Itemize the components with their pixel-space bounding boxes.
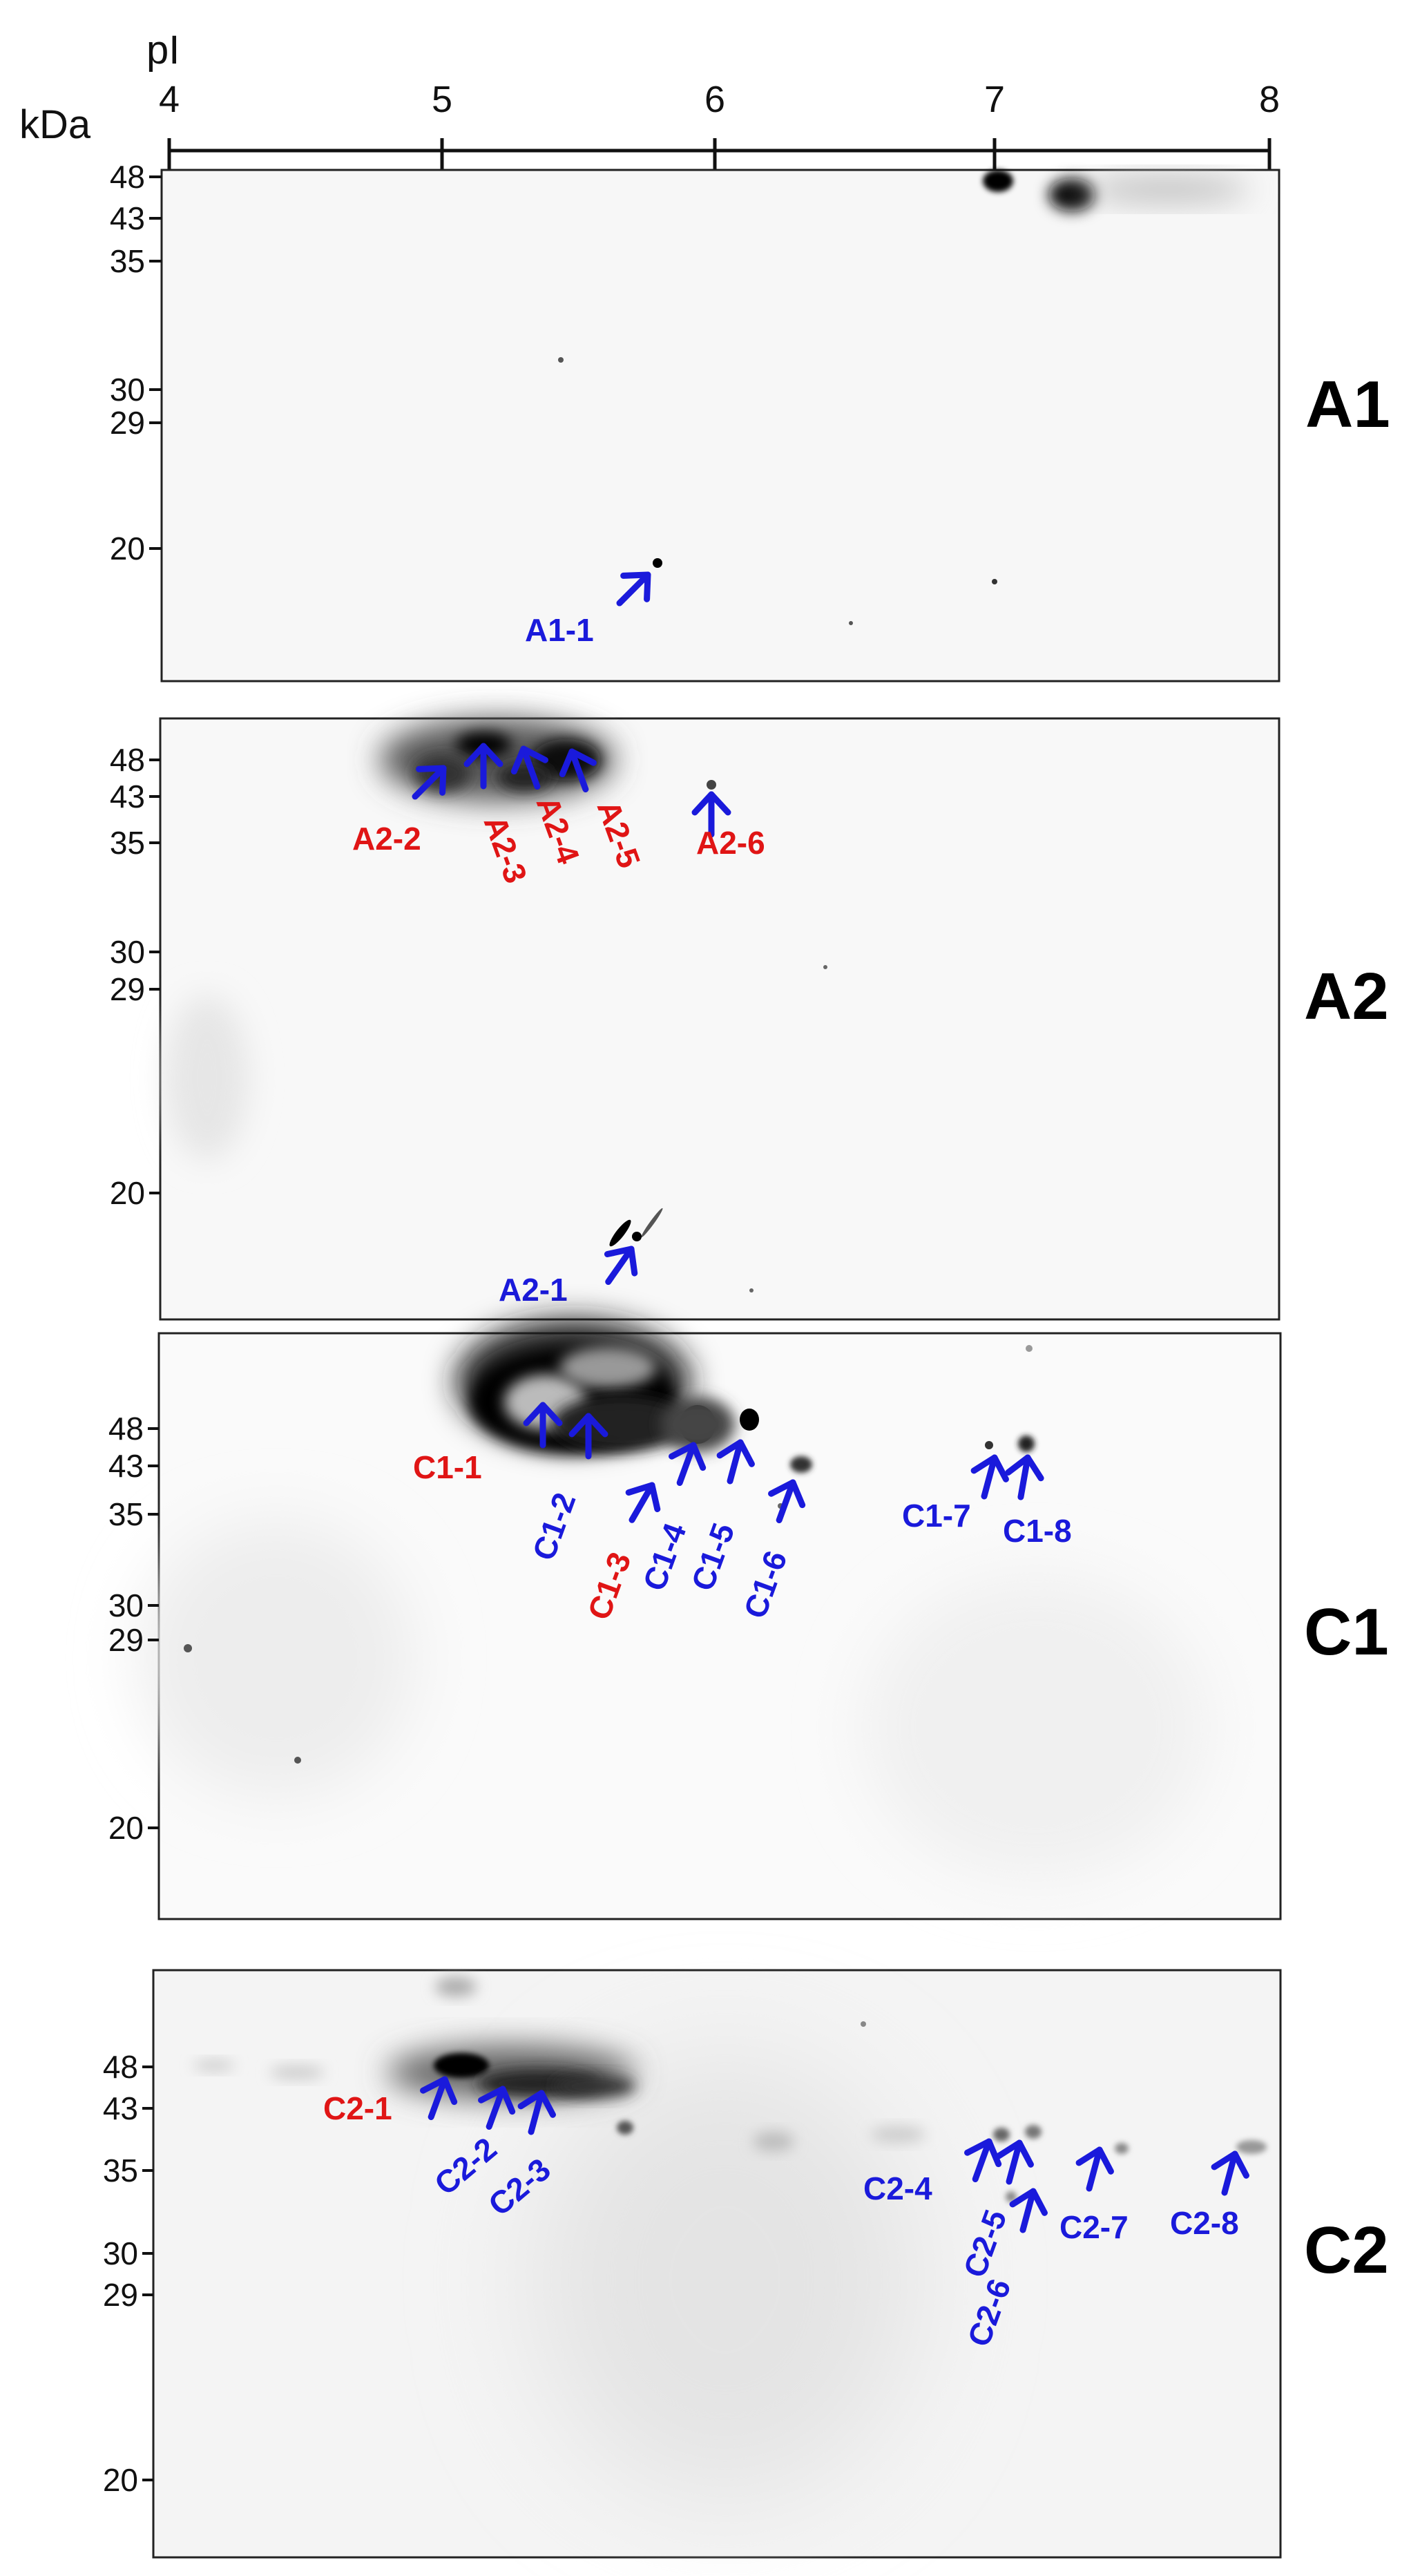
mw-tick-label: 30	[103, 2235, 138, 2271]
spot-label: A2-1	[499, 1272, 568, 1308]
mw-tick-label: 29	[110, 405, 145, 441]
arrow-marker	[669, 1442, 707, 1487]
spot-label: C2-4	[863, 2170, 932, 2206]
arrow-marker	[616, 571, 651, 607]
panel-a2: 48 43 35 30 29 20 A2	[110, 717, 1389, 1321]
ph-tick-4: 4	[159, 79, 180, 178]
arrow-marker	[463, 743, 503, 790]
mw-tick-label: 43	[108, 1448, 144, 1484]
mw-tick-label: 20	[108, 1810, 144, 1846]
panel-c1: 48 43 35 30 29 20 C1	[108, 1319, 1389, 1920]
panel-title: C1	[1304, 1595, 1389, 1669]
mw-tick-label: 35	[110, 243, 145, 279]
spot-label: C1-8	[1003, 1513, 1072, 1549]
arrow-marker	[412, 765, 447, 800]
mw-tick-label: 43	[110, 779, 145, 814]
arrow-marker	[625, 1482, 661, 1523]
panel-title: A1	[1305, 368, 1390, 441]
gel-spots	[166, 718, 827, 1292]
panel-c2: 48 43 35 30 29 20 C2	[103, 1969, 1389, 2559]
ph-tick-label: 7	[984, 79, 1005, 120]
arrow-marker	[768, 1479, 806, 1524]
mw-tick-label: 30	[108, 1587, 144, 1623]
arrow-marker	[559, 748, 597, 793]
arrow-marker	[523, 1402, 563, 1449]
gel-spots	[558, 170, 1250, 625]
spot-label: A2-6	[696, 825, 765, 861]
arrow-marker	[691, 791, 731, 838]
mw-tick-label: 43	[110, 200, 145, 236]
arrow-marker	[964, 2138, 1002, 2183]
mw-ticks: 48 43 35 30 29 20	[110, 742, 160, 1211]
spot-label: C1-1	[413, 1449, 482, 1485]
spot-label: A2-2	[352, 821, 421, 857]
mw-tick-label: 20	[110, 531, 145, 566]
mw-ticks: 48 43 35 30 29 20	[103, 2049, 153, 2498]
ph-tick-6: 6	[704, 79, 725, 171]
arrow-marker	[1009, 2188, 1048, 2233]
ph-tick-label: 6	[704, 79, 725, 120]
ph-tick-label: 4	[159, 79, 180, 120]
arrow-marker	[1005, 1454, 1044, 1500]
arrow-marker	[510, 745, 548, 790]
mw-ticks: 48 43 35 30 29 20	[108, 1411, 159, 1846]
arrow-marker	[420, 2076, 458, 2121]
arrow-marker	[568, 1413, 608, 1460]
arrow-marker	[995, 2139, 1034, 2185]
mw-tick-label: 29	[103, 2277, 138, 2313]
spot-label: A1-1	[525, 612, 594, 648]
mw-tick-label: 29	[108, 1622, 144, 1658]
mw-tick-label: 48	[110, 742, 145, 778]
arrow-marker	[716, 1439, 755, 1485]
spot-label: C1-7	[902, 1498, 971, 1534]
mw-axis-label: kDa	[19, 102, 91, 147]
arrow-marker	[517, 2090, 556, 2135]
gel-image	[159, 717, 1280, 1321]
mw-tick-label: 35	[103, 2153, 138, 2188]
mw-tick-label: 30	[110, 372, 145, 408]
mw-ticks: 48 43 35 30 29 20	[110, 159, 162, 566]
arrow-marker	[1211, 2150, 1249, 2196]
panel-title: C2	[1304, 2213, 1389, 2287]
mw-tick-label: 20	[103, 2462, 138, 2498]
gel-image	[160, 169, 1280, 683]
ph-tick-label: 8	[1259, 79, 1280, 120]
ph-tick-label: 5	[432, 79, 452, 120]
panel-a1: 48 43 35 30 29 20 A1 A1-1	[110, 159, 1390, 683]
mw-tick-label: 48	[110, 159, 145, 195]
mw-tick-label: 35	[110, 825, 145, 861]
mw-tick-label: 48	[108, 1411, 144, 1447]
mw-tick-label: 43	[103, 2090, 138, 2126]
mw-tick-label: 48	[103, 2049, 138, 2085]
ph-tick-5: 5	[432, 79, 452, 171]
ph-axis-label: pI	[146, 28, 180, 73]
arrow-marker	[604, 1246, 638, 1286]
arrow-marker	[970, 1454, 1009, 1500]
spot-label: C2-8	[1170, 2205, 1239, 2241]
ph-tick-7: 7	[984, 79, 1005, 171]
arrow-marker	[1075, 2146, 1114, 2192]
spot-label: C2-7	[1059, 2209, 1129, 2245]
arrow-marker	[478, 2086, 516, 2130]
ph-axis: pI kDa 4 5 6 7 8	[19, 28, 1280, 178]
ph-tick-8: 8	[1259, 79, 1280, 178]
mw-tick-label: 35	[108, 1496, 144, 1532]
mw-tick-label: 30	[110, 934, 145, 970]
spot-label: C2-1	[323, 2090, 392, 2126]
mw-tick-label: 20	[110, 1175, 145, 1211]
mw-tick-label: 29	[110, 971, 145, 1007]
panel-title: A2	[1304, 960, 1389, 1033]
